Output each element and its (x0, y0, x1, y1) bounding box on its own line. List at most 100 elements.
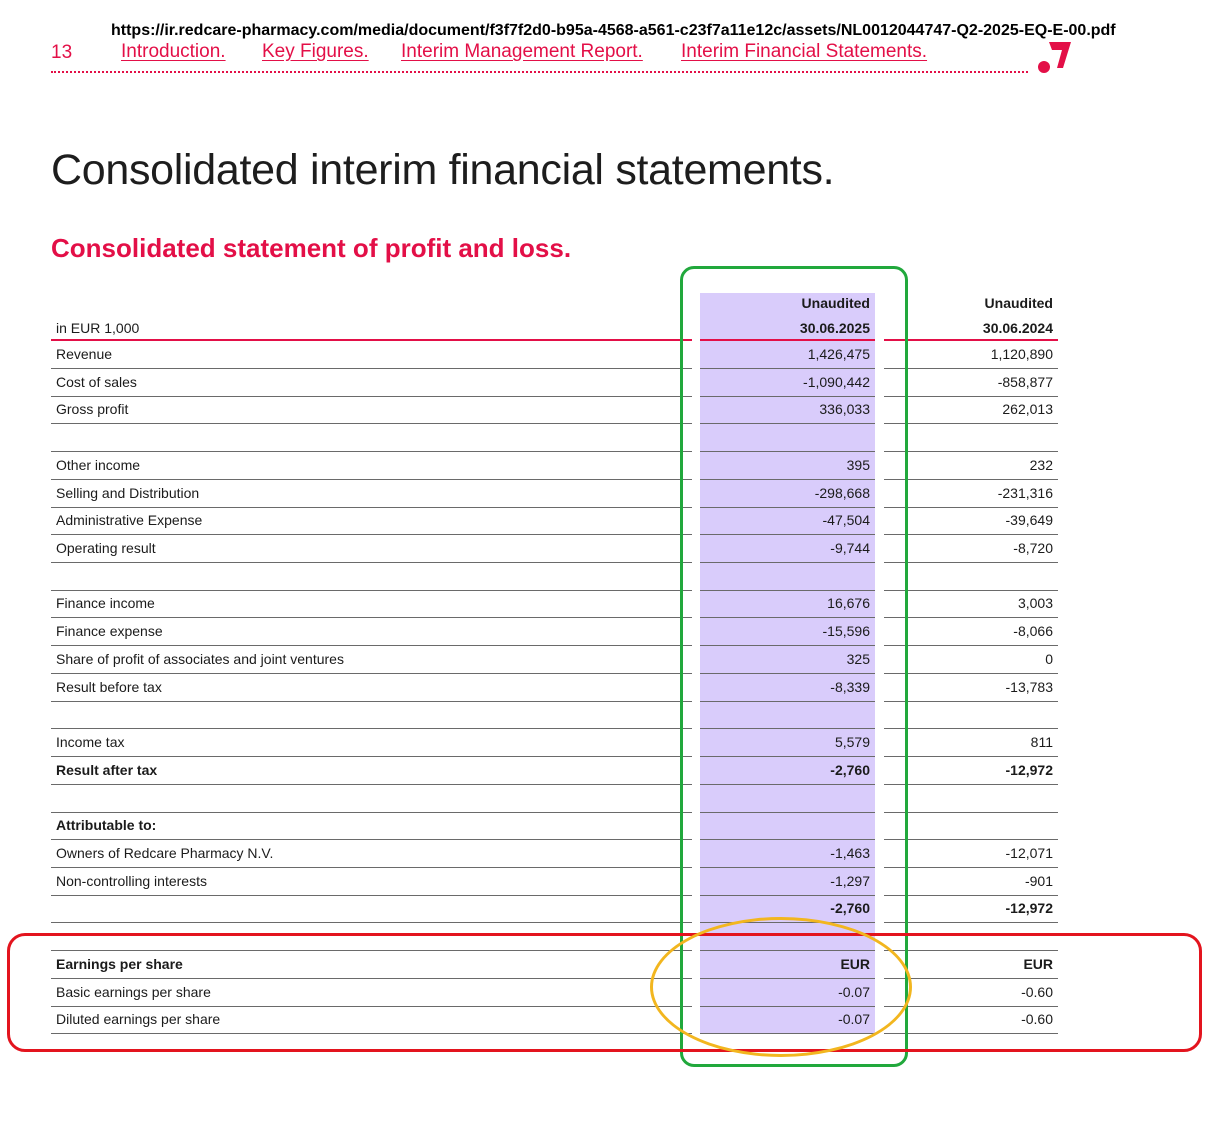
value-2024: -12,071 (1005, 845, 1053, 861)
row-label: Other income (56, 457, 141, 473)
nav-link-interim-management-report[interactable]: Interim Management Report. (401, 41, 643, 62)
row-divider (700, 423, 875, 424)
value-2025: -2,760 (830, 900, 870, 916)
value-2024: 3,003 (1017, 595, 1053, 611)
row-divider (51, 1006, 692, 1007)
header-rule (51, 339, 692, 341)
value-2025: -1,463 (830, 845, 870, 861)
table-row: Income tax 5,579 811 (0, 729, 1220, 757)
value-2025: 16,676 (827, 595, 870, 611)
row-label: Operating result (56, 540, 156, 556)
row-divider (884, 1033, 1058, 1034)
row-divider (884, 590, 1058, 591)
column-date-2025: 30.06.2025 (799, 320, 870, 336)
value-2025: 5,579 (834, 734, 870, 750)
row-label: Income tax (56, 734, 125, 750)
row-divider (700, 507, 875, 508)
value-2025: 1,426,475 (807, 346, 870, 362)
row-divider (51, 479, 692, 480)
row-label: Finance income (56, 595, 155, 611)
row-divider (51, 784, 692, 785)
row-divider (700, 673, 875, 674)
table-row: -2,760 -12,972 (0, 895, 1220, 923)
value-2024: -39,649 (1005, 512, 1053, 528)
column-status-2024: Unaudited (984, 295, 1053, 311)
row-divider (51, 950, 692, 951)
value-2025: -47,504 (822, 512, 870, 528)
value-2024: -12,972 (1005, 762, 1053, 778)
row-divider (884, 673, 1058, 674)
row-divider (51, 534, 692, 535)
row-divider (51, 922, 692, 923)
highlighted-column-2025 (700, 293, 875, 1034)
row-divider (700, 839, 875, 840)
value-2024: -13,783 (1005, 679, 1053, 695)
row-label: Basic earnings per share (56, 984, 211, 1000)
row-label: Share of profit of associates and joint … (56, 651, 344, 667)
row-label: Administrative Expense (56, 512, 203, 528)
row-divider (884, 812, 1058, 813)
row-divider (700, 534, 875, 535)
row-divider (700, 701, 875, 702)
green-annotation-box (680, 266, 908, 1067)
nav-link-interim-financial-statements[interactable]: Interim Financial Statements. (681, 41, 928, 62)
unit-label: in EUR 1,000 (56, 320, 140, 336)
column-status-2025: Unaudited (801, 295, 870, 311)
row-divider (884, 728, 1058, 729)
row-label: Attributable to: (56, 817, 157, 833)
row-divider (700, 895, 875, 896)
value-2024: -8,066 (1013, 623, 1053, 639)
row-divider (700, 784, 875, 785)
value-2025: -8,339 (830, 679, 870, 695)
value-2025: -15,596 (822, 623, 870, 639)
nav-link-introduction[interactable]: Introduction. (121, 41, 226, 62)
row-label: Result before tax (56, 679, 162, 695)
value-2025: -298,668 (814, 485, 870, 501)
row-label: Revenue (56, 346, 113, 362)
value-2025: -9,744 (830, 540, 870, 556)
table-row: Owners of Redcare Pharmacy N.V. -1,463 -12… (0, 840, 1220, 868)
row-divider (51, 423, 692, 424)
row-label: Cost of sales (56, 374, 137, 390)
row-label: Owners of Redcare Pharmacy N.V. (56, 845, 274, 861)
value-2024: -858,877 (997, 374, 1053, 390)
value-2025: -2,760 (830, 762, 870, 778)
table-row (0, 424, 1220, 452)
section-title: Consolidated statement of profit and los… (51, 233, 572, 263)
row-divider (700, 867, 875, 868)
value-2024: -8,720 (1013, 540, 1053, 556)
value-2025: 395 (846, 457, 870, 473)
redcare-logo-icon[interactable] (1037, 40, 1073, 74)
row-divider (51, 617, 692, 618)
table-row: Attributable to: (0, 812, 1220, 840)
row-divider (884, 839, 1058, 840)
yellow-annotation-ellipse (650, 917, 912, 1057)
row-divider (51, 562, 692, 563)
nav-link-key-figures[interactable]: Key Figures. (262, 41, 369, 62)
row-divider (700, 617, 875, 618)
page-title: Consolidated interim financial statement… (51, 146, 835, 194)
value-2024: 811 (1030, 734, 1053, 750)
row-divider (884, 978, 1058, 979)
table-row: Finance income 16,676 3,003 (0, 590, 1220, 618)
row-divider (51, 839, 692, 840)
row-label: Earnings per share (56, 956, 183, 972)
row-divider (884, 507, 1058, 508)
row-divider (884, 479, 1058, 480)
row-divider (51, 673, 692, 674)
row-divider (884, 534, 1058, 535)
value-2025: -1,297 (830, 873, 870, 889)
row-divider (884, 756, 1058, 757)
header-rule (884, 339, 1058, 341)
row-divider (51, 368, 692, 369)
value-2024: -12,972 (1005, 900, 1053, 916)
row-divider (51, 701, 692, 702)
value-2024: 232 (1029, 457, 1053, 473)
value-2025: 325 (846, 651, 870, 667)
table-row: Share of profit of associates and joint … (0, 646, 1220, 674)
table-row: Administrative Expense -47,504 -39,649 (0, 507, 1220, 535)
row-divider (700, 562, 875, 563)
value-2024: 262,013 (1002, 401, 1053, 417)
table-row: Selling and Distribution -298,668 -231,316 (0, 480, 1220, 508)
row-divider (700, 479, 875, 480)
